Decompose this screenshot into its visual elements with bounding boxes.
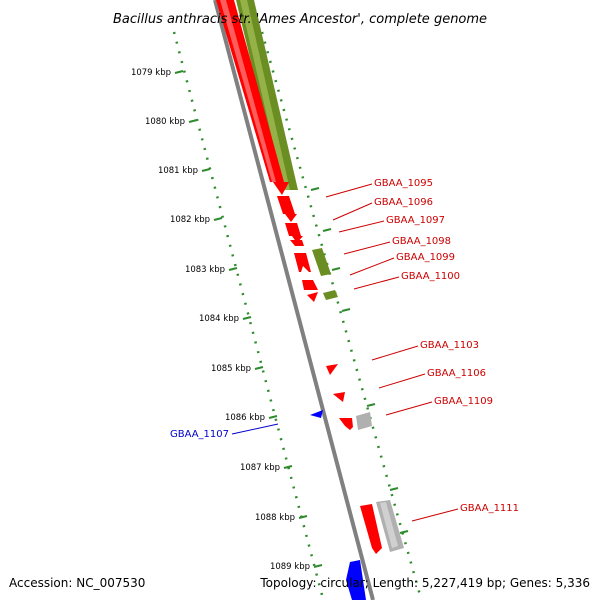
- cds-feature-highlight: [220, 0, 276, 182]
- gene-label-leader: [332, 202, 373, 221]
- outer-lane-tick: [389, 487, 399, 491]
- accession-text: Accession: NC_007530: [9, 576, 145, 590]
- ruler-tick-label: 1082 kbp: [170, 215, 210, 225]
- gene-label[interactable]: GBAA_1109: [434, 396, 493, 407]
- ruler-tick-label: 1087 kbp: [240, 463, 280, 473]
- cds-gene-2: [285, 223, 303, 243]
- ruler-tick-label: 1089 kbp: [270, 562, 310, 572]
- gene-label-leader: [411, 508, 459, 522]
- gene-label-leader: [353, 276, 400, 290]
- gene-label-leader: [349, 257, 395, 276]
- gene-label[interactable]: GBAA_1099: [396, 252, 455, 263]
- ruler-tick: [298, 515, 308, 519]
- cds-gene-4: [294, 253, 311, 272]
- gene-label-leader: [343, 241, 391, 255]
- cds-gene-5: [302, 280, 318, 290]
- gene-label[interactable]: GBAA_1103: [420, 340, 479, 351]
- cds-gene-8: [333, 392, 345, 402]
- gene-label-leader: [371, 345, 419, 361]
- outer-lane-tick: [341, 308, 351, 312]
- ruler-tick-label: 1088 kbp: [255, 513, 295, 523]
- ruler-tick-label: 1085 kbp: [211, 364, 251, 374]
- outer-lane-tick: [399, 530, 409, 534]
- ruler-tick: [242, 316, 252, 320]
- cds-gene-6: [307, 292, 318, 302]
- gene-label-leader: [325, 183, 373, 198]
- gene-label[interactable]: GBAA_1095: [374, 178, 433, 189]
- gene-label[interactable]: GBAA_1100: [401, 271, 460, 282]
- outer-dotted-line: [260, 31, 422, 596]
- ruler-tick-label: 1079 kbp: [131, 68, 171, 78]
- ruler-tick: [313, 564, 323, 568]
- backbone-line: [213, 0, 375, 600]
- ruler-tick-label: 1081 kbp: [158, 166, 198, 176]
- ruler-tick: [188, 119, 198, 123]
- gene-label[interactable]: GBAA_1096: [374, 197, 433, 208]
- outer-lane-tick: [310, 187, 320, 191]
- outer-lane-tick: [331, 267, 341, 271]
- genome-summary-text: Topology: circular; Length: 5,227,419 bp…: [259, 576, 590, 590]
- gene-label[interactable]: GBAA_1107: [170, 429, 229, 440]
- gene-label[interactable]: GBAA_1111: [460, 503, 519, 514]
- rna-gene-1: [312, 248, 331, 276]
- outer-lane-tick: [322, 228, 332, 232]
- gene-label[interactable]: GBAA_1098: [392, 236, 451, 247]
- ruler-tick: [174, 70, 184, 74]
- cds-gene-10: [360, 504, 382, 554]
- reverse-gene-small: [310, 410, 323, 418]
- other-feature-1: [356, 412, 372, 430]
- ruler-tick-label: 1086 kbp: [225, 413, 265, 423]
- ruler-tick: [201, 168, 211, 172]
- ruler-tick-label: 1083 kbp: [185, 265, 225, 275]
- gene-label-leader: [385, 401, 433, 416]
- ruler-tick: [213, 217, 223, 221]
- map-title: Bacillus anthracis str. 'Ames Ancestor',…: [113, 12, 487, 27]
- ruler-tick: [254, 366, 264, 370]
- rna-feature-highlight: [240, 0, 290, 190]
- gene-label[interactable]: GBAA_1106: [427, 368, 486, 379]
- gene-label[interactable]: GBAA_1097: [386, 215, 445, 226]
- gene-label-leader: [338, 220, 385, 233]
- cds-gene-9: [339, 418, 353, 430]
- ruler-tick: [228, 267, 238, 271]
- rna-gene-2: [323, 290, 338, 300]
- reverse-gene-bottom: [346, 560, 366, 600]
- ruler-tick-label: 1080 kbp: [145, 117, 185, 127]
- cds-gene-7: [326, 364, 338, 375]
- ruler-tick: [268, 415, 278, 419]
- gene-label-leader: [378, 373, 426, 389]
- ruler-dotted-line: [172, 31, 324, 596]
- other-feature-2-highlight: [380, 502, 398, 548]
- ruler-tick: [283, 465, 293, 469]
- gene-label-leader: [231, 423, 279, 435]
- outer-lane-tick: [366, 403, 376, 407]
- ruler-tick-label: 1084 kbp: [199, 314, 239, 324]
- cds-gene-3: [290, 240, 304, 246]
- cds-gene-1: [277, 196, 297, 222]
